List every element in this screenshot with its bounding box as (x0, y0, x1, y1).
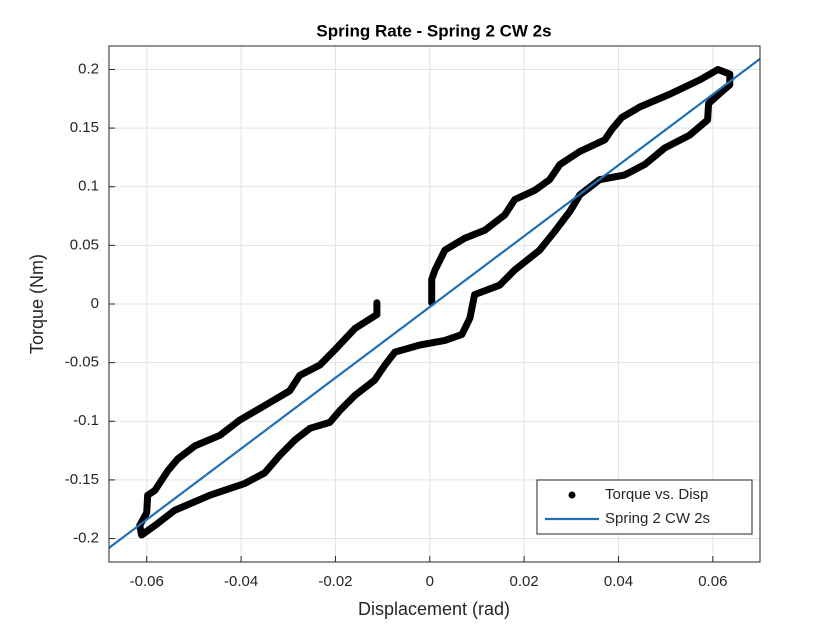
y-tick-label: 0.2 (78, 60, 99, 77)
fit-line (109, 57, 760, 549)
y-tick-label: 0.05 (70, 236, 99, 253)
legend-marker (568, 491, 576, 499)
y-tick-label: 0 (91, 295, 99, 312)
y-tick-label: -0.15 (65, 471, 99, 488)
y-tick-label: -0.1 (73, 412, 99, 429)
axes-box (108, 45, 761, 563)
y-axis-label: Torque (Nm) (27, 254, 47, 354)
x-tick-label: 0.04 (604, 573, 633, 590)
x-tick-label: 0.02 (510, 573, 539, 590)
x-tick-label: -0.04 (224, 573, 258, 590)
legend-box (536, 479, 753, 535)
y-tick-label: -0.2 (73, 530, 99, 547)
y-tick-label: -0.05 (65, 354, 99, 371)
x-tick-label: 0.06 (698, 573, 727, 590)
chart-title: Spring Rate - Spring 2 CW 2s (316, 21, 551, 40)
x-axis-label: Displacement (rad) (358, 599, 510, 619)
legend-label: Spring 2 CW 2s (605, 510, 710, 527)
x-tick-label: -0.02 (318, 573, 352, 590)
y-tick-label: 0.15 (70, 119, 99, 136)
x-tick-label: -0.06 (130, 573, 164, 590)
data-curve (136, 66, 734, 539)
legend-label: Torque vs. Disp (605, 486, 708, 503)
y-tick-label: 0.1 (78, 178, 99, 195)
x-tick-label: 0 (426, 573, 434, 590)
